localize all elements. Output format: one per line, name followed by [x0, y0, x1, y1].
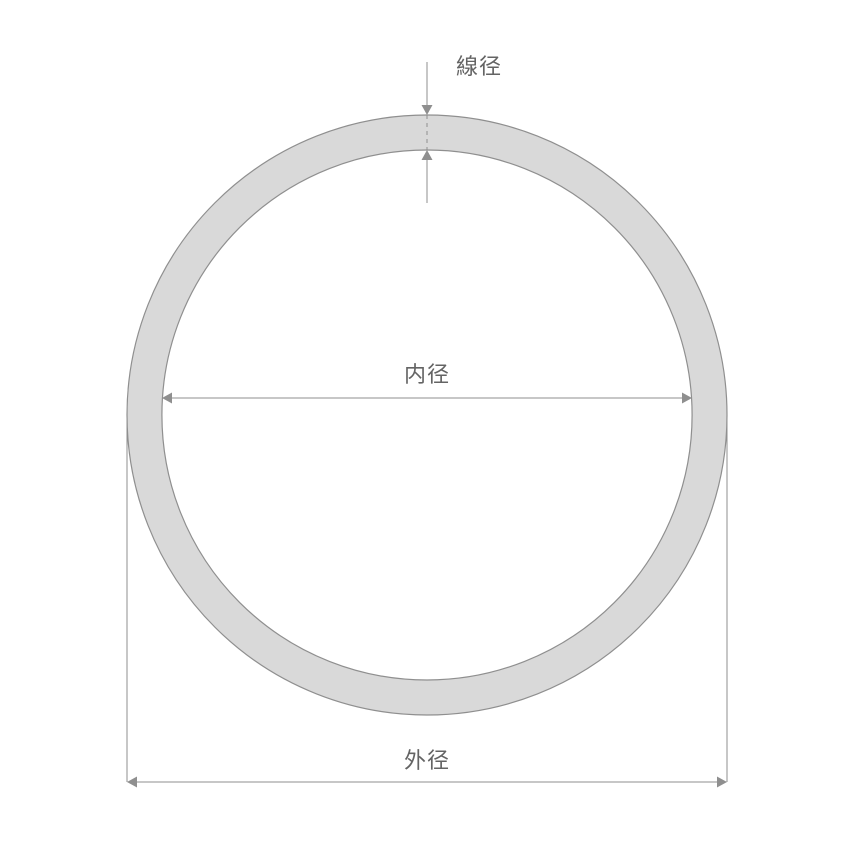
label-wire-diameter: 線径	[456, 54, 502, 79]
ring-annulus	[127, 115, 727, 715]
oring-dimension-diagram: 線径内径外径	[0, 0, 850, 850]
label-inner-diameter: 内径	[404, 362, 450, 387]
label-outer-diameter: 外径	[404, 748, 450, 773]
